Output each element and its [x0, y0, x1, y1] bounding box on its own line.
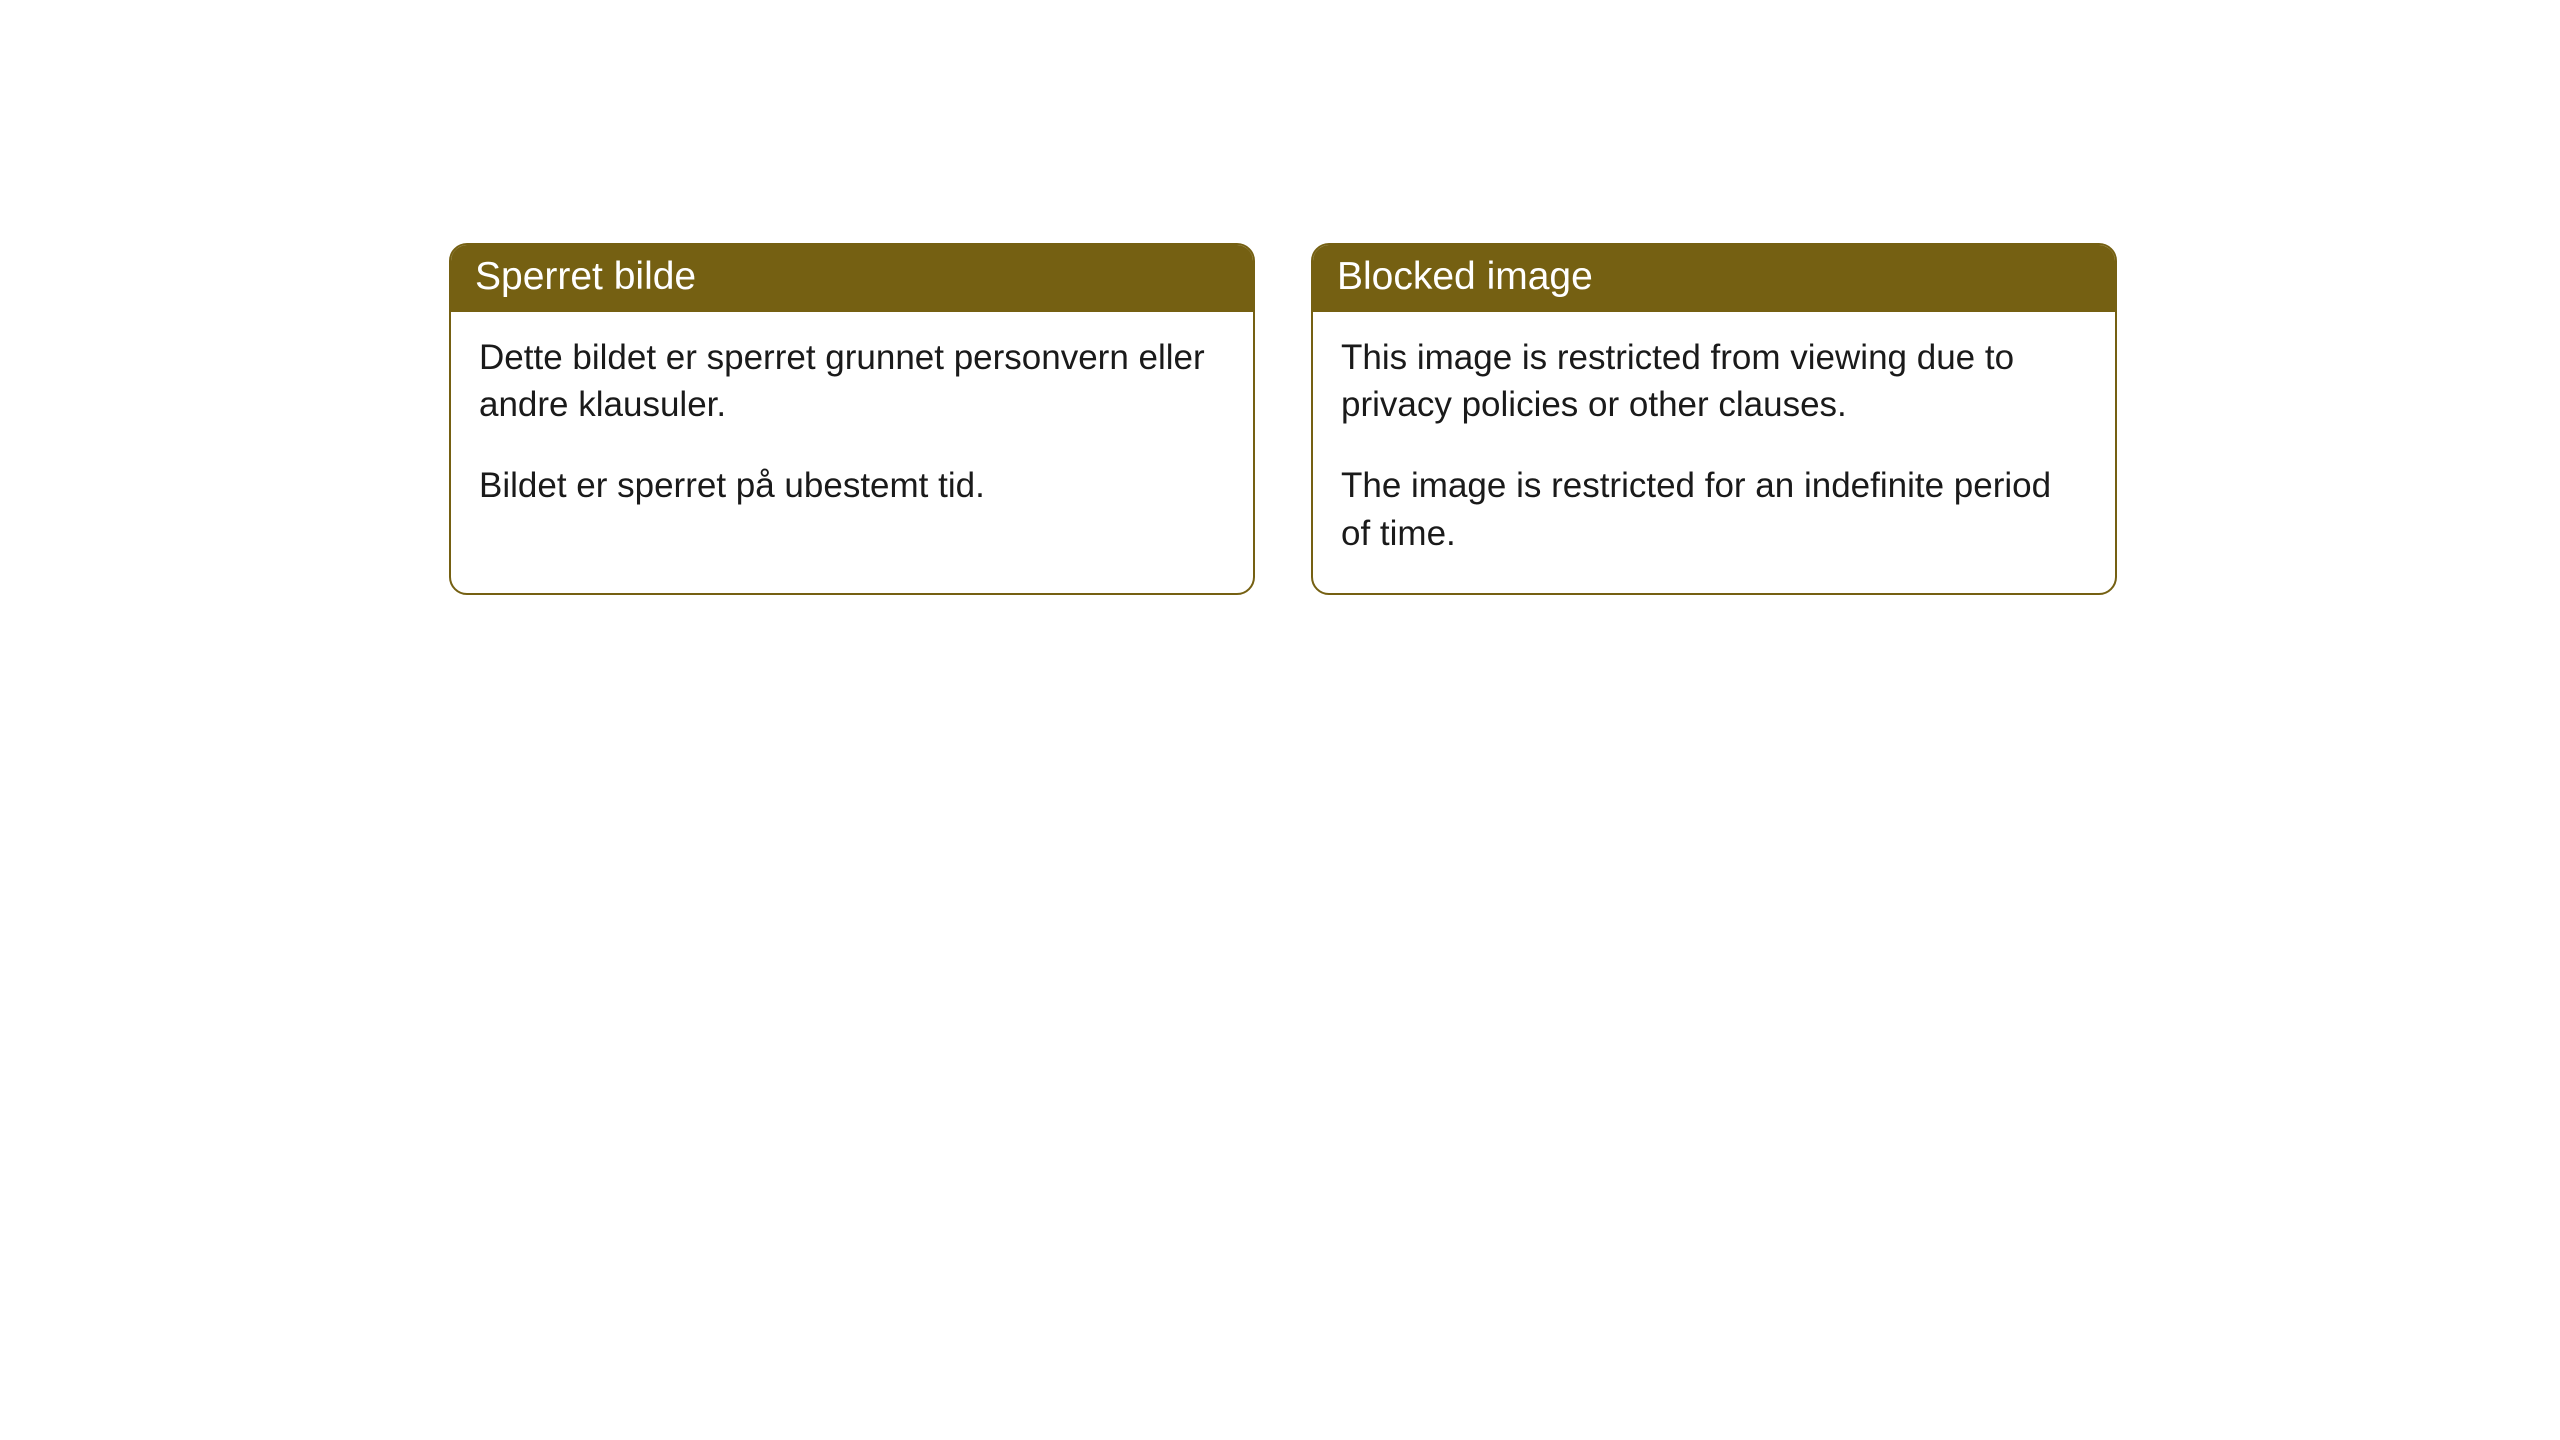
- notice-paragraph: The image is restricted for an indefinit…: [1341, 462, 2087, 557]
- notice-paragraph: Bildet er sperret på ubestemt tid.: [479, 462, 1225, 509]
- notice-container: Sperret bilde Dette bildet er sperret gr…: [0, 0, 2560, 595]
- notice-paragraph: Dette bildet er sperret grunnet personve…: [479, 334, 1225, 429]
- notice-header: Sperret bilde: [451, 245, 1253, 312]
- notice-body: Dette bildet er sperret grunnet personve…: [451, 312, 1253, 546]
- notice-card-english: Blocked image This image is restricted f…: [1311, 243, 2117, 595]
- notice-body: This image is restricted from viewing du…: [1313, 312, 2115, 593]
- notice-header: Blocked image: [1313, 245, 2115, 312]
- notice-paragraph: This image is restricted from viewing du…: [1341, 334, 2087, 429]
- notice-card-norwegian: Sperret bilde Dette bildet er sperret gr…: [449, 243, 1255, 595]
